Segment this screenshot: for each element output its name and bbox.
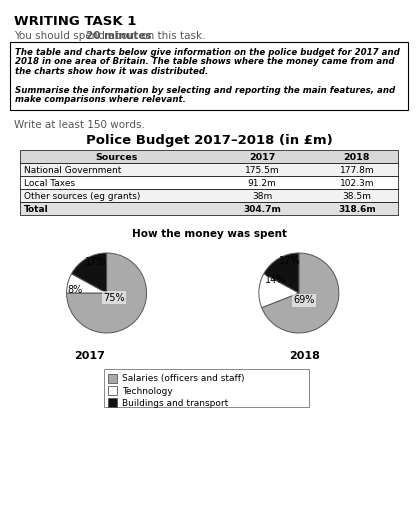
Text: 38m: 38m [252, 192, 272, 201]
Text: 2018 in one area of Britain. The table shows where the money came from and: 2018 in one area of Britain. The table s… [15, 57, 395, 67]
Wedge shape [262, 253, 339, 333]
Text: 17%: 17% [84, 257, 106, 267]
Wedge shape [66, 274, 107, 293]
Text: Other sources (eg grants): Other sources (eg grants) [24, 192, 140, 201]
Bar [20, 189, 398, 202]
Wedge shape [71, 253, 107, 293]
Text: 304.7m: 304.7m [243, 205, 281, 214]
Wedge shape [259, 274, 299, 308]
Text: on this task.: on this task. [138, 31, 206, 41]
Text: Technology: Technology [122, 387, 173, 395]
Text: 318.6m: 318.6m [338, 205, 376, 214]
Text: Sources: Sources [96, 153, 138, 162]
Text: Salaries (officers and staff): Salaries (officers and staff) [122, 374, 245, 383]
Text: Total: Total [24, 205, 49, 214]
Text: 8%: 8% [68, 285, 83, 295]
Bar [20, 202, 398, 215]
Text: Write at least 150 words.: Write at least 150 words. [14, 120, 145, 130]
Text: You should spend about: You should spend about [14, 31, 142, 41]
Text: 14%: 14% [265, 275, 286, 285]
Wedge shape [66, 253, 147, 333]
Bar [108, 374, 117, 383]
Text: 2018: 2018 [344, 153, 370, 162]
Text: 17%: 17% [279, 256, 301, 266]
Bar [108, 398, 117, 407]
Text: WRITING TASK 1: WRITING TASK 1 [14, 15, 136, 28]
Text: 91.2m: 91.2m [247, 179, 276, 188]
Text: 38.5m: 38.5m [343, 192, 372, 201]
Bar [20, 163, 398, 176]
Text: 75%: 75% [103, 293, 125, 303]
Text: How the money was spent: How the money was spent [132, 229, 286, 239]
Text: 2017: 2017 [249, 153, 275, 162]
Bar [20, 150, 398, 163]
Text: 2018: 2018 [290, 351, 321, 361]
Text: Buildings and transport: Buildings and transport [122, 398, 228, 408]
Text: 2017: 2017 [74, 351, 105, 361]
Text: 175.5m: 175.5m [245, 166, 279, 175]
Bar [10, 42, 408, 110]
Text: Summarise the information by selecting and reporting the main features, and: Summarise the information by selecting a… [15, 86, 395, 95]
Text: 20 minutes: 20 minutes [86, 31, 152, 41]
Bar [104, 369, 309, 407]
Text: National Government: National Government [24, 166, 121, 175]
Wedge shape [264, 253, 299, 293]
Text: Police Budget 2017–2018 (in £m): Police Budget 2017–2018 (in £m) [86, 134, 332, 147]
Text: Local Taxes: Local Taxes [24, 179, 75, 188]
Bar [108, 386, 117, 395]
Text: make comparisons where relevant.: make comparisons where relevant. [15, 96, 186, 104]
Bar [20, 176, 398, 189]
Text: 69%: 69% [293, 295, 314, 305]
Text: 102.3m: 102.3m [340, 179, 374, 188]
Text: 177.8m: 177.8m [340, 166, 374, 175]
Text: The table and charts below give information on the police budget for 2017 and: The table and charts below give informat… [15, 48, 400, 57]
Text: the charts show how it was distributed.: the charts show how it was distributed. [15, 67, 208, 76]
